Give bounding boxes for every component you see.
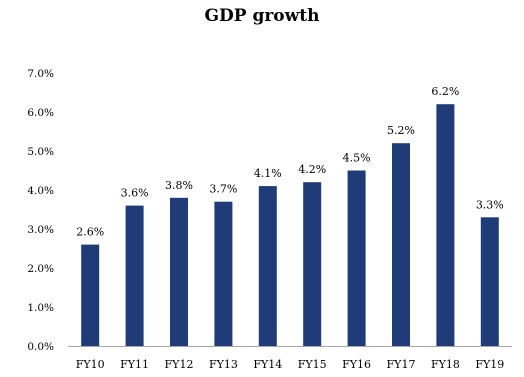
data-label: 4.5% xyxy=(343,152,371,165)
x-tick-label: FY13 xyxy=(209,358,238,371)
bar xyxy=(170,197,188,346)
y-tick-label: 6.0% xyxy=(27,107,54,119)
data-label: 3.7% xyxy=(209,183,237,196)
y-tick-label: 2.0% xyxy=(27,263,54,275)
x-tick-label: FY18 xyxy=(431,358,460,371)
y-tick-label: 5.0% xyxy=(27,146,54,158)
x-tick-label: FY19 xyxy=(475,358,504,371)
x-axis: FY10 FY11 FY12 FY13 FY14 FY15 FY16 FY17 FY18 FY19 xyxy=(76,358,505,371)
data-label: 3.3% xyxy=(476,198,504,211)
data-label: 3.6% xyxy=(121,187,149,200)
bar xyxy=(392,143,410,346)
data-label: 4.2% xyxy=(298,163,326,176)
bar xyxy=(214,201,233,346)
bar xyxy=(436,104,455,346)
bar xyxy=(81,244,100,346)
x-tick-label: FY16 xyxy=(342,358,371,371)
data-label: 5.2% xyxy=(387,124,415,137)
x-tick-label: FY10 xyxy=(76,358,105,371)
bar xyxy=(258,186,277,346)
data-label: 6.2% xyxy=(431,85,459,98)
y-tick-label: 1.0% xyxy=(27,302,54,314)
y-tick-label: 4.0% xyxy=(27,185,54,197)
y-tick-label: 3.0% xyxy=(27,224,54,236)
data-label: 3.8% xyxy=(165,179,193,192)
y-axis: 0.0% 1.0% 2.0% 3.0% 4.0% 5.0% 6.0% 7.0% xyxy=(27,68,54,353)
x-tick-label: FY14 xyxy=(253,358,282,371)
bar xyxy=(480,217,499,346)
data-label: 2.6% xyxy=(76,226,104,239)
x-tick-label: FY12 xyxy=(165,358,194,371)
y-tick-label: 7.0% xyxy=(27,68,54,80)
bar xyxy=(125,205,144,346)
bars xyxy=(81,104,499,346)
x-tick-label: FY15 xyxy=(298,358,327,371)
bar xyxy=(347,170,366,346)
y-tick-label: 0.0% xyxy=(27,341,54,353)
chart-title: GDP growth xyxy=(204,6,320,26)
x-tick-label: FY17 xyxy=(387,358,416,371)
data-labels: 2.6% 3.6% 3.8% 3.7% 4.1% 4.2% 4.5% 5.2% 6.2% 3.3% xyxy=(76,85,504,238)
x-tick-label: FY11 xyxy=(120,358,149,371)
data-label: 4.1% xyxy=(254,167,282,180)
bar xyxy=(303,182,322,346)
